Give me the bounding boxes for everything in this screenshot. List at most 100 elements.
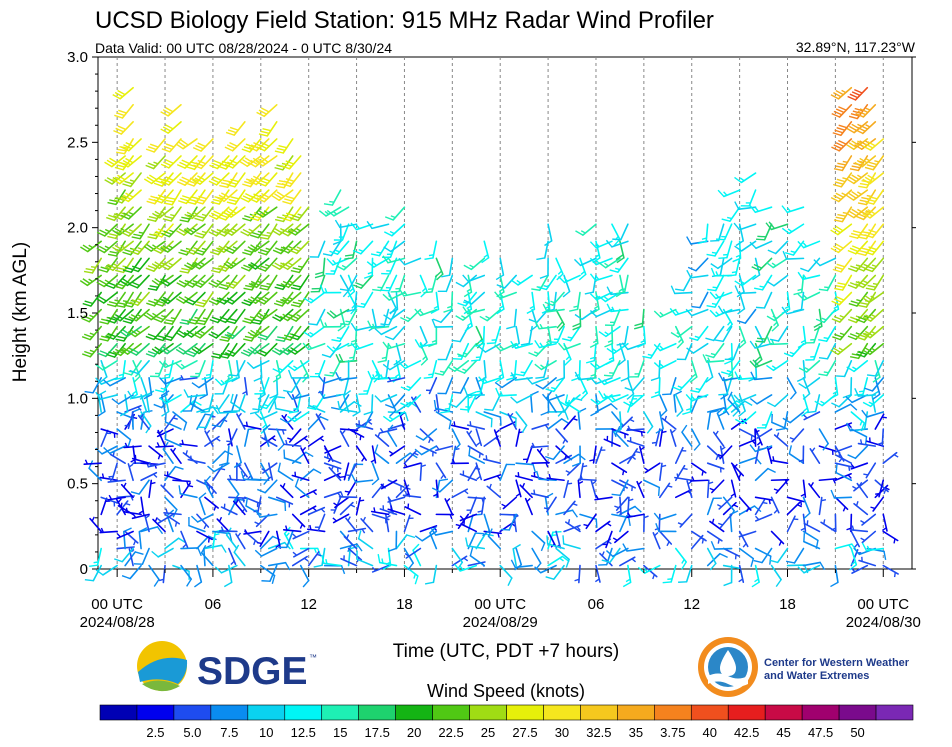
wind-barb (243, 421, 262, 430)
wind-barb (782, 411, 805, 424)
wind-barb (541, 393, 565, 402)
wind-barb (849, 525, 869, 533)
wind-barb (719, 445, 726, 464)
wind-barb (344, 479, 358, 496)
wind-barb (105, 325, 126, 340)
wind-barb (279, 257, 302, 271)
wind-barb (685, 393, 709, 402)
wind-barb (257, 325, 278, 341)
wind-barb (583, 513, 597, 530)
wind-barb (374, 444, 390, 464)
wind-barb (616, 274, 629, 295)
wind-barb (569, 291, 581, 312)
wind-barb (223, 257, 246, 269)
wind-barb (170, 447, 182, 464)
wind-barb (145, 325, 166, 341)
wind-barb (579, 377, 588, 400)
wind-barb (112, 86, 134, 100)
wind-barb (415, 428, 438, 441)
wind-barb (456, 359, 478, 374)
wind-barb (160, 482, 174, 499)
wind-barb (419, 445, 437, 457)
wind-barb (462, 306, 486, 315)
cw3e-name-line2: and Water Extremes (764, 670, 869, 682)
sdge-trademark: ™ (309, 653, 317, 662)
wind-barb (733, 222, 757, 231)
wind-barb (755, 291, 773, 309)
wind-barb (754, 496, 774, 505)
wind-barb (727, 257, 741, 277)
wind-barb (423, 274, 438, 294)
wind-barb (818, 428, 830, 451)
wind-barb (717, 305, 741, 314)
wind-barb (435, 462, 447, 480)
wind-barb (659, 428, 667, 447)
wind-barb (705, 359, 714, 383)
wind-barb (574, 564, 581, 584)
wind-barb (283, 377, 302, 393)
wind-barb (830, 189, 853, 203)
wind-barb (802, 496, 811, 520)
wind-barb (271, 342, 294, 356)
wind-barb (803, 411, 821, 421)
wind-barb (800, 257, 821, 273)
wind-barb (626, 512, 645, 519)
wind-barb (79, 274, 102, 287)
wind-barb (545, 445, 565, 461)
wind-barb (160, 291, 182, 305)
wind-barb (352, 240, 374, 255)
wind-barb (802, 561, 826, 571)
wind-barb (164, 430, 182, 447)
wind-barb (796, 359, 806, 383)
wind-barb (382, 411, 406, 423)
wind-barb (650, 359, 661, 382)
wind-barb (736, 308, 757, 324)
wind-barb (437, 274, 454, 293)
wind-barb (387, 505, 406, 516)
wind-barb (127, 390, 150, 400)
wind-barb (495, 359, 505, 383)
wind-barb (526, 376, 549, 385)
wind-barb (643, 479, 661, 496)
wind-barb (326, 308, 350, 319)
wind-barb (226, 189, 246, 205)
wind-barb (765, 257, 789, 269)
wind-barb (654, 513, 661, 533)
wind-barb (219, 342, 238, 359)
wind-barb (274, 138, 294, 154)
wind-barb (785, 547, 805, 564)
wind-barb (511, 325, 520, 349)
wind-barb (440, 394, 454, 414)
wind-barb (686, 342, 709, 354)
wind-barb (367, 320, 390, 330)
wind-barb (183, 223, 206, 236)
wind-barb (623, 394, 645, 407)
wind-barb (866, 359, 885, 377)
wind-barb (241, 138, 262, 153)
wind-barb (267, 462, 274, 481)
wind-barb (847, 325, 869, 341)
wind-barb (709, 479, 725, 494)
wind-barb (380, 274, 398, 292)
wind-barb (722, 501, 739, 516)
wind-barb (119, 274, 142, 287)
wind-barb (323, 453, 342, 464)
wind-barb (687, 257, 709, 272)
colorbar-label: 15 (333, 725, 347, 740)
wind-barb (655, 411, 664, 434)
wind-barb (451, 428, 461, 451)
wind-barb (805, 342, 821, 361)
wind-barb (383, 223, 406, 237)
wind-barb (366, 220, 390, 230)
colorbar-swatch (99, 704, 138, 721)
wind-barb (766, 336, 789, 346)
wind-barb (786, 515, 799, 533)
wind-barb (457, 291, 478, 307)
wind-barb (404, 503, 422, 516)
wind-barb (781, 205, 805, 214)
wind-barb (499, 463, 516, 482)
wind-barb (370, 507, 390, 516)
wind-barb (444, 497, 454, 516)
wind-barb (120, 482, 134, 499)
wind-barb (379, 505, 398, 516)
